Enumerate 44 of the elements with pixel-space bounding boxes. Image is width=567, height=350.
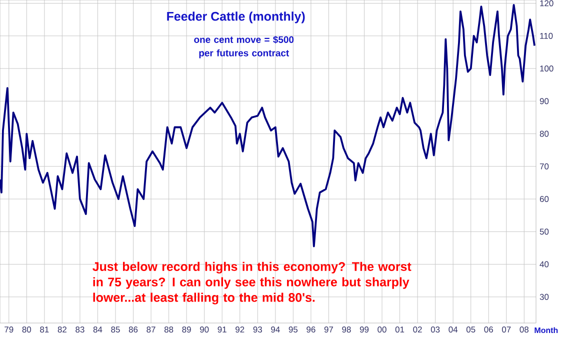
y-tick-label: 40 <box>540 261 549 268</box>
line-series <box>0 4 536 248</box>
y-tick-label: 100 <box>540 66 554 72</box>
x-tick-label: 89 <box>182 326 191 333</box>
text: one cent move = $500 per futures contract <box>194 36 294 58</box>
x-tick-label: 93 <box>253 326 262 333</box>
y-tick-label: 70 <box>540 163 549 170</box>
x-tick-label: 00 <box>378 326 386 333</box>
annotation: Just below record highs in this economy? The worst in 75 years? I can only see this nowhere but sharply lower...at least falling to the mid 80's. <box>92 262 412 304</box>
x-tick-label: 96 <box>306 326 316 333</box>
x-tick-label: 87 <box>146 326 156 333</box>
x-tick-label: 84 <box>93 326 102 333</box>
y-tick-label: 60 <box>540 196 549 202</box>
x-tick-label: 79 <box>4 326 14 333</box>
x-tick-label: 95 <box>288 326 298 333</box>
x-tick-label: 81 <box>40 326 49 333</box>
y-tick-label: 30 <box>540 294 549 300</box>
x-tick-label: 02 <box>413 326 422 333</box>
x-tick-label: 92 <box>236 326 244 333</box>
x-tick-label: 05 <box>466 326 476 333</box>
x-tick-label: 08 <box>520 326 529 333</box>
y-tick-label: 90 <box>540 98 549 104</box>
y-tick-label: 50 <box>540 228 549 235</box>
x-tick-label: 91 <box>218 326 226 333</box>
x-tick-label: 90 <box>200 326 209 333</box>
x-tick-label: 03 <box>430 326 440 333</box>
x-tick-label: 88 <box>164 326 174 333</box>
x-tick-label: 98 <box>342 326 351 333</box>
x-tick-label: 85 <box>111 326 120 333</box>
y-tick-label: 110 <box>540 32 553 39</box>
x-tick-label: 86 <box>128 326 138 333</box>
x-tick-label: 99 <box>360 326 369 333</box>
x-tick-label: 82 <box>58 326 66 333</box>
x-tick-label: 06 <box>484 326 493 333</box>
x-tick-label: 83 <box>76 326 84 333</box>
y-tick-label: 80 <box>540 130 549 137</box>
x-tick-label: 07 <box>502 326 511 333</box>
x-tick-label: 01 <box>395 326 404 333</box>
text: Feeder Cattle (monthly) <box>167 12 305 24</box>
x-tick-label: 80 <box>22 326 32 333</box>
x-tick-label: 94 <box>271 326 280 333</box>
y-tick-label: 120 <box>540 0 554 6</box>
x-tick-label: 04 <box>448 326 458 333</box>
x-tick-label: 97 <box>324 326 333 333</box>
